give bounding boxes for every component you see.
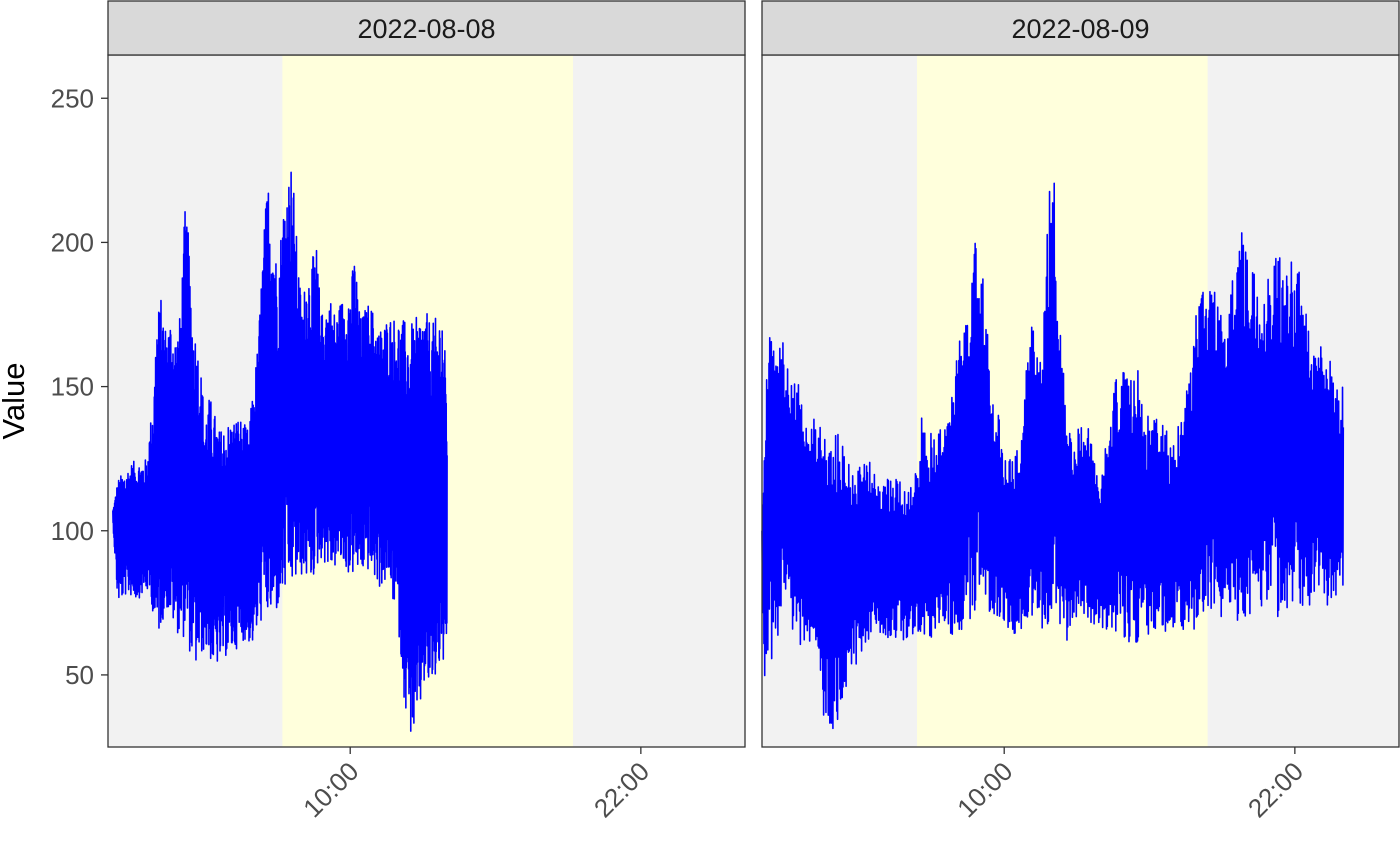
facet-panel-2022-08-09: 2022-08-09 10:00 22:00 xyxy=(761,0,1400,823)
y-tick-label: 50 xyxy=(65,660,94,690)
value-series-line xyxy=(761,182,1345,730)
x-tick-label: 10:00 xyxy=(297,756,364,823)
x-axis-ticks: 10:00 22:00 xyxy=(951,747,1309,823)
y-tick-label: 250 xyxy=(51,83,94,113)
y-axis: 50 100 150 200 250 Value xyxy=(0,83,108,690)
y-axis-title: Value xyxy=(0,363,31,440)
facet-strip-label: 2022-08-08 xyxy=(357,14,495,44)
y-tick-label: 150 xyxy=(51,372,94,402)
y-tick-label: 200 xyxy=(51,227,94,257)
facet-strip xyxy=(761,0,1400,56)
facet-strip-label: 2022-08-09 xyxy=(1011,14,1149,44)
value-series-line xyxy=(112,171,448,732)
facet-panel-2022-08-08: 2022-08-08 10:00 22:00 xyxy=(107,0,746,823)
x-tick-label: 10:00 xyxy=(951,756,1018,823)
x-axis-ticks: 10:00 22:00 xyxy=(297,747,655,823)
x-tick-label: 22:00 xyxy=(1242,756,1309,823)
facet-strip xyxy=(107,0,746,56)
x-tick-label: 22:00 xyxy=(588,756,655,823)
y-tick-label: 100 xyxy=(51,516,94,546)
